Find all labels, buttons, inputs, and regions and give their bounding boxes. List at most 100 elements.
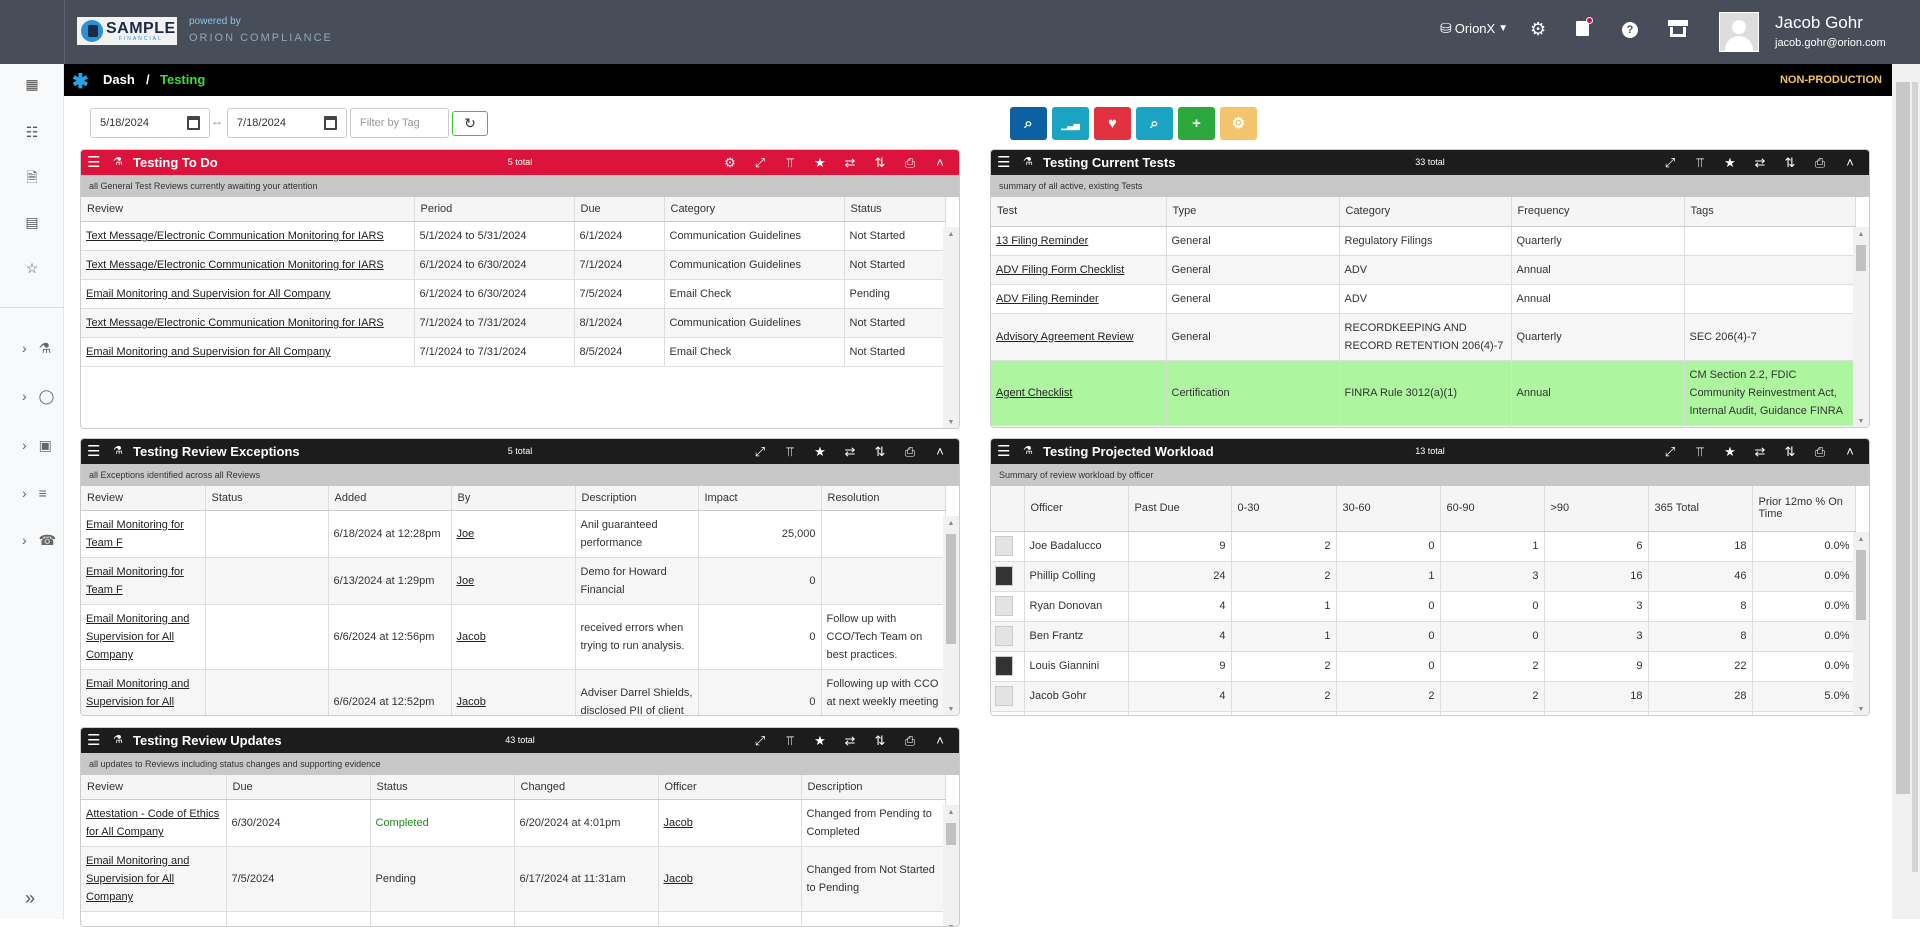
column-header[interactable]: Description <box>575 486 698 511</box>
page-scrollbar[interactable] <box>1892 64 1920 919</box>
cell-link[interactable]: Advisory Agreement Review <box>991 313 1166 360</box>
pin-icon[interactable]: ⫪ <box>1685 154 1715 171</box>
refresh-button[interactable]: ↻ <box>452 111 488 136</box>
column-header[interactable] <box>991 486 1024 531</box>
scroll-down-arrow-icon[interactable]: ▼ <box>943 419 959 426</box>
column-header[interactable]: Changed <box>514 775 658 800</box>
scroll-down-arrow-icon[interactable]: ▼ <box>1853 706 1869 713</box>
settings-gear-icon[interactable]: ⚙ <box>1530 19 1546 40</box>
column-header[interactable]: 365 Total <box>1648 486 1752 531</box>
cell-link[interactable]: Email Monitoring and Supervision for All… <box>81 280 414 309</box>
swap-icon[interactable]: ⇄ <box>1745 443 1775 460</box>
sort-icon[interactable]: ⇅ <box>1775 154 1805 171</box>
tag-filter-input[interactable]: Filter by Tag <box>350 108 449 138</box>
expand-icon[interactable]: ⤢ <box>1655 443 1685 460</box>
heart-button[interactable]: ♥ <box>1094 107 1131 140</box>
sidebar-item-layers[interactable]: ›≡ <box>22 484 62 502</box>
hamburger-menu-icon[interactable]: ☰ <box>87 153 100 171</box>
expand-icon[interactable]: ⤢ <box>1655 154 1685 171</box>
pdf-icon[interactable]: ⎙ <box>1805 154 1835 171</box>
scroll-up-arrow-icon[interactable]: ▲ <box>1853 231 1869 238</box>
swap-icon[interactable]: ⇄ <box>835 154 865 171</box>
cell-link[interactable]: Jacob <box>658 847 801 912</box>
pin-icon[interactable]: ⫪ <box>775 732 805 749</box>
cell-link[interactable]: Email Monitoring and Supervision for All… <box>81 338 414 367</box>
column-header[interactable]: Description <box>801 775 945 800</box>
scroll-up-arrow-icon[interactable]: ▲ <box>943 809 959 816</box>
sort-icon[interactable]: ⇅ <box>865 154 895 171</box>
sort-icon[interactable]: ⇅ <box>865 732 895 749</box>
column-header[interactable]: Category <box>664 197 844 222</box>
scroll-down-arrow-icon[interactable]: ▼ <box>943 706 959 713</box>
database-selector[interactable]: ⛁ OrionX ▼ <box>1440 20 1508 37</box>
cell-link[interactable]: Jacob <box>451 605 575 670</box>
table-row[interactable]: Attestation - Code of Ethics for All Com… <box>81 800 945 847</box>
collapse-icon[interactable]: ˄ <box>925 443 955 460</box>
star-icon[interactable]: ★ <box>805 443 835 460</box>
favorites-star-icon[interactable]: ☆ <box>24 260 40 276</box>
scroll-up-arrow-icon[interactable]: ▲ <box>1853 536 1869 543</box>
column-header[interactable]: Officer <box>1024 486 1128 531</box>
column-header[interactable]: Due <box>574 197 664 222</box>
cell-link[interactable] <box>991 425 1166 428</box>
column-header[interactable]: Resolution <box>821 486 945 511</box>
column-header[interactable]: Added <box>328 486 451 511</box>
store-icon[interactable] <box>1668 20 1688 38</box>
hamburger-menu-icon[interactable]: ☰ <box>997 442 1010 460</box>
gear-button[interactable]: ⚙ <box>1220 107 1257 140</box>
cell-link[interactable]: Joe <box>451 511 575 558</box>
cell-link[interactable]: Email Monitoring and Supervision for All… <box>81 847 226 912</box>
cell-link[interactable] <box>81 912 226 927</box>
table-row[interactable]: FINRA Rule 3012, SEC 206(4)-7 <box>991 425 1855 428</box>
cell-link[interactable]: Email Monitoring and Supervision for All… <box>81 605 205 670</box>
pin-icon[interactable]: ⫪ <box>1685 443 1715 460</box>
column-header[interactable]: 60-90 <box>1440 486 1544 531</box>
column-header[interactable]: Review <box>81 197 414 222</box>
table-scrollbar[interactable]: ▲▼ <box>1853 227 1869 428</box>
cell-link[interactable]: Jacob <box>451 670 575 717</box>
expand-icon[interactable]: ⤢ <box>745 443 775 460</box>
cell-link[interactable]: 13 Filing Reminder <box>991 226 1166 255</box>
table-row[interactable]: Email Monitoring and Supervision for All… <box>81 338 945 367</box>
pdf-icon[interactable]: ⎙ <box>895 732 925 749</box>
pin-icon[interactable]: ⫪ <box>775 154 805 171</box>
sidebar-item-modules[interactable]: ›▣ <box>22 436 62 454</box>
column-header[interactable]: Due <box>226 775 370 800</box>
table-row[interactable]: Text Message/Electronic Communication Mo… <box>81 222 945 251</box>
calendar-icon[interactable]: ☷ <box>24 124 40 140</box>
user-name[interactable]: Jacob Gohr <box>1775 13 1863 33</box>
column-header[interactable]: Status <box>844 197 945 222</box>
collapse-icon[interactable]: ˄ <box>925 154 955 171</box>
column-header[interactable]: Officer <box>658 775 801 800</box>
table-row[interactable]: Email Monitoring and Supervision for All… <box>81 280 945 309</box>
column-header[interactable]: Prior 12mo % On Time <box>1752 486 1855 531</box>
cell-link[interactable]: Joe <box>451 558 575 605</box>
cell-link[interactable]: Jacob <box>658 800 801 847</box>
column-header[interactable]: 0-30 <box>1231 486 1336 531</box>
gear-icon[interactable]: ⚙ <box>715 154 745 171</box>
star-icon[interactable]: ★ <box>1715 443 1745 460</box>
notes-button[interactable] <box>1576 21 1589 36</box>
table-row[interactable]: Email Monitoring for Team F 6/13/2024 at… <box>81 558 945 605</box>
sidebar-item-whistle[interactable]: ›☎ <box>22 531 62 549</box>
help-icon[interactable]: ? <box>1622 22 1638 38</box>
pdf-icon[interactable]: ⎙ <box>895 154 925 171</box>
library-books-icon[interactable]: ▤ <box>24 214 40 230</box>
cell-link[interactable]: Email Monitoring for Team F <box>81 558 205 605</box>
column-header[interactable]: Status <box>370 775 514 800</box>
table-row[interactable] <box>81 912 945 927</box>
bar-chart-button[interactable]: ▁▃▅ <box>1052 107 1089 140</box>
column-header[interactable]: 30-60 <box>1336 486 1440 531</box>
scroll-up-arrow-icon[interactable]: ▲ <box>943 520 959 527</box>
table-scrollbar[interactable]: ▲▼ <box>1853 532 1869 716</box>
column-header[interactable]: >90 <box>1544 486 1648 531</box>
end-date-input[interactable]: 7/18/2024 <box>227 108 347 138</box>
